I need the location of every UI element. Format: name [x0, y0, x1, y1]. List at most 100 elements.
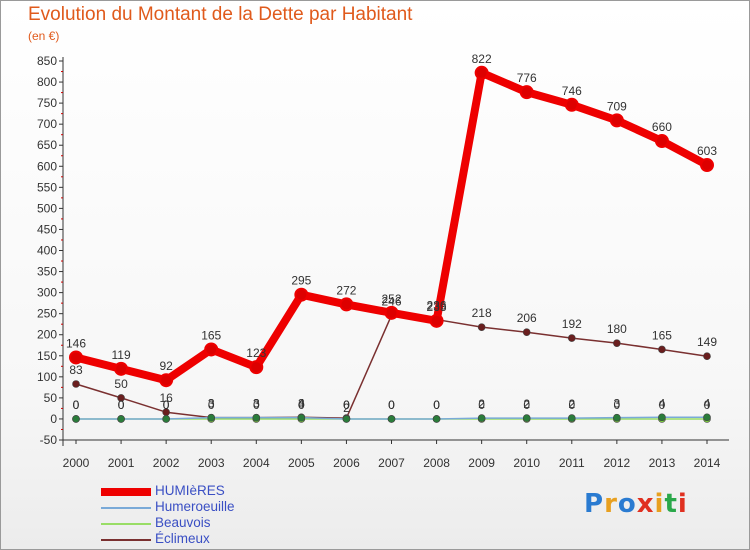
- y-tick-label: 550: [37, 180, 57, 194]
- y-tick-label: 650: [37, 138, 57, 152]
- x-tick-label: 2004: [243, 456, 270, 470]
- data-label-s1: 0: [388, 398, 395, 412]
- series-0-point: [204, 342, 219, 357]
- series-0-point: [294, 287, 309, 302]
- y-tick-label: 800: [37, 75, 57, 89]
- y-tick-label: 850: [37, 54, 57, 68]
- y-tick-label: 450: [37, 222, 57, 236]
- x-tick-label: 2000: [63, 456, 90, 470]
- data-label-s2: 0: [73, 398, 80, 412]
- data-label-s3: 3: [208, 397, 215, 411]
- data-label-s2: 0: [433, 398, 440, 412]
- series-0-point: [249, 360, 264, 375]
- series-3-point: [567, 334, 576, 342]
- x-tick-label: 2013: [649, 456, 676, 470]
- data-label-s2: 0: [704, 398, 711, 412]
- series-0-point: [159, 373, 174, 388]
- series-1-point: [567, 414, 576, 422]
- x-tick-label: 2006: [333, 456, 360, 470]
- series-1-point: [297, 413, 306, 422]
- y-tick-label: 600: [37, 159, 57, 173]
- series-1-point: [342, 415, 351, 423]
- x-tick-label: 2001: [108, 456, 135, 470]
- data-label-s0: 146: [66, 336, 86, 350]
- data-label-s2: 0: [253, 398, 260, 412]
- data-label-s3: 16: [159, 391, 173, 405]
- data-label-s2: 0: [614, 398, 621, 412]
- y-tick-label: -50: [40, 433, 58, 447]
- series-0-point: [564, 97, 579, 112]
- series-0-point: [474, 65, 489, 80]
- data-label-s0: 119: [112, 348, 131, 362]
- series-3-point: [72, 380, 80, 388]
- x-tick-label: 2012: [604, 456, 631, 470]
- data-label-s1: 2: [478, 397, 485, 411]
- data-label-s3: 192: [562, 317, 582, 331]
- series-3-point: [658, 345, 666, 354]
- x-tick-label: 2011: [559, 456, 585, 470]
- data-label-s0: 165: [201, 328, 221, 342]
- data-label-s3: 218: [472, 306, 492, 320]
- series-1-point: [613, 413, 621, 422]
- data-label-s0: 252: [381, 292, 401, 306]
- data-label-s1: 3: [614, 397, 621, 411]
- series-1-point: [432, 415, 441, 423]
- series-0-point: [429, 313, 444, 328]
- data-label-s2: 0: [659, 398, 666, 412]
- logo-letter: P: [584, 489, 605, 519]
- data-label-s1: 0: [343, 398, 350, 412]
- data-label-s3: 4: [298, 396, 305, 410]
- data-label-s2: 0: [523, 398, 530, 412]
- data-label-s1: 4: [659, 396, 666, 410]
- x-tick-label: 2014: [694, 456, 721, 470]
- legend-swatch-3: [101, 539, 151, 541]
- data-label-s1: 3: [208, 397, 215, 411]
- series-0-point: [114, 361, 129, 376]
- data-label-s1: 3: [253, 397, 260, 411]
- x-tick-label: 2009: [468, 456, 495, 470]
- logo-letter: o: [617, 489, 637, 519]
- logo-letter: i: [654, 489, 665, 519]
- y-tick-label: 0: [50, 412, 57, 426]
- data-label-s0: 746: [562, 84, 582, 98]
- x-tick-label: 2007: [378, 456, 405, 470]
- series-3-point: [613, 339, 621, 347]
- data-label-s3: 165: [652, 328, 672, 342]
- data-label-s0: 603: [697, 144, 717, 158]
- legend-label-0: HUMIèRES: [155, 483, 225, 498]
- y-tick-label: 50: [44, 391, 58, 405]
- x-tick-label: 2010: [513, 456, 540, 470]
- y-tick-label: 200: [37, 328, 57, 342]
- series-1-point: [387, 415, 396, 423]
- x-tick-label: 2005: [288, 456, 315, 470]
- legend-swatch-2: [101, 523, 151, 525]
- data-label-s3: 83: [69, 363, 83, 377]
- series-0-point: [69, 350, 83, 365]
- data-label-s3: 206: [517, 311, 537, 325]
- data-label-s3: 149: [697, 335, 717, 349]
- legend-label-2: Beauvois: [155, 515, 211, 530]
- data-label-s0: 660: [652, 120, 672, 134]
- series-1-point: [522, 414, 531, 422]
- data-label-s2: 0: [208, 398, 215, 412]
- data-label-s1: 0: [433, 398, 440, 412]
- data-label-s3: 246: [381, 294, 401, 308]
- data-label-s3: 3: [253, 397, 260, 411]
- y-tick-label: 750: [37, 96, 57, 110]
- y-tick-label: 500: [37, 201, 57, 215]
- data-label-s1: 0: [118, 398, 125, 412]
- y-tick-label: 700: [37, 117, 57, 131]
- y-tick-label: 300: [37, 286, 57, 300]
- series-3-point: [522, 328, 531, 336]
- chart-subtitle: (en €): [28, 29, 60, 43]
- series-3-point: [703, 352, 711, 360]
- data-label-s2: 0: [118, 398, 125, 412]
- series-0-point: [519, 85, 534, 100]
- series-3-point: [117, 394, 125, 402]
- series-1-point: [207, 413, 216, 422]
- series-1-point: [72, 415, 80, 423]
- data-label-s3: 236: [427, 299, 447, 313]
- series-0-point: [700, 158, 714, 173]
- series-1-point: [117, 415, 125, 423]
